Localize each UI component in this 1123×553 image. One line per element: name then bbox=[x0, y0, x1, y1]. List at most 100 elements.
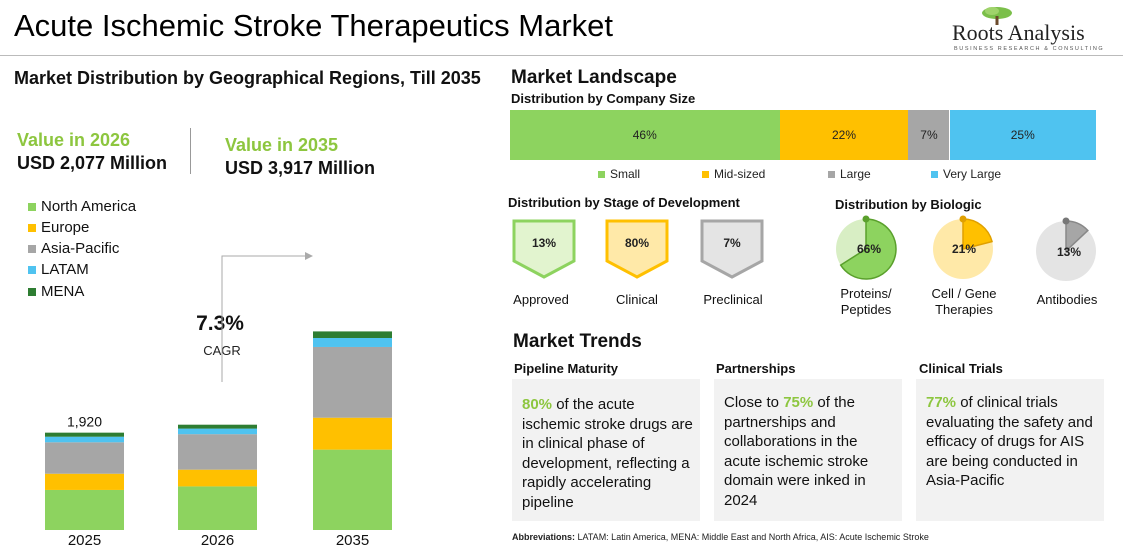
bar-segment-2025-north-america bbox=[45, 489, 124, 530]
company-size-segment-small: 46% bbox=[510, 110, 780, 160]
pie-proteins-peptides: 66% bbox=[836, 215, 897, 280]
legend-item-asia-pacific: Asia-Pacific bbox=[28, 240, 119, 257]
legend-label: MENA bbox=[41, 283, 85, 300]
company-size-legend-item: Large bbox=[828, 167, 871, 181]
pie-marker bbox=[1062, 217, 1070, 225]
bar-segment-2035-mena bbox=[313, 331, 392, 338]
company-size-legend-item: Mid-sized bbox=[702, 167, 765, 181]
logo-name: Roots Analysis bbox=[952, 20, 1085, 45]
legend-label: Mid-sized bbox=[714, 167, 766, 181]
stage-badge-clinical: 80% bbox=[605, 219, 669, 279]
legend-swatch bbox=[28, 244, 36, 253]
trend-text: Close to 75% of the partnerships and col… bbox=[724, 394, 869, 509]
legend-label: LATAM bbox=[41, 261, 89, 278]
bar-segment-2025-europe bbox=[45, 473, 124, 490]
value-2026-label: Value in 2026 bbox=[17, 130, 131, 150]
bar-segment-2035-asia-pacific bbox=[313, 346, 392, 418]
stage-label-clinical: Clinical bbox=[616, 292, 658, 307]
bar-segment-2026-europe bbox=[178, 469, 257, 487]
trend-text: 77% of clinical trials evaluating the sa… bbox=[926, 394, 1093, 489]
stage-badge-preclinical: 7% bbox=[700, 219, 764, 279]
trend-card-clinical-trials: 77% of clinical trials evaluating the sa… bbox=[916, 379, 1104, 521]
logo-tagline: BUSINESS RESEARCH & CONSULTING bbox=[954, 46, 1105, 52]
bar-segment-2035-europe bbox=[313, 417, 392, 450]
legend-label: Very Large bbox=[943, 167, 1002, 181]
abbreviations-note: Abbreviations: LATAM: Latin America, MEN… bbox=[512, 532, 929, 542]
x-tick-label: 2026 bbox=[201, 532, 234, 549]
bar-segment-2025-latam bbox=[45, 436, 124, 443]
trend-title-clinical-trials: Clinical Trials bbox=[919, 361, 1003, 376]
pie-marker bbox=[959, 215, 967, 223]
trend-card-pipeline: 80% of the acute ischemic stroke drugs a… bbox=[512, 379, 700, 521]
stage-title: Distribution by Stage of Development bbox=[508, 195, 740, 210]
pie-marker bbox=[862, 215, 870, 223]
pie-antibodies: 13% bbox=[1036, 217, 1096, 281]
legend-swatch bbox=[598, 170, 605, 178]
pie-cell-gene-therapies: 21% bbox=[933, 215, 993, 279]
bar-segment-2035-north-america bbox=[313, 449, 392, 530]
geo-distribution-title: Market Distribution by Geographical Regi… bbox=[14, 68, 481, 88]
x-tick-label: 2025 bbox=[68, 532, 101, 549]
header-divider bbox=[0, 55, 1123, 56]
value-divider bbox=[190, 128, 191, 174]
stage-value: 13% bbox=[532, 236, 556, 250]
bar-segment-2026-latam bbox=[178, 428, 257, 435]
legend-swatch bbox=[702, 170, 709, 178]
bar-data-label: 1,920 bbox=[67, 414, 102, 430]
legend-swatch bbox=[28, 223, 36, 232]
legend-label: Large bbox=[840, 167, 871, 181]
stage-label-preclinical: Preclinical bbox=[703, 292, 763, 307]
trend-highlight: 77% bbox=[926, 394, 957, 411]
bar-segment-2035-latam bbox=[313, 337, 392, 347]
company-logo: Roots Analysis BUSINESS RESEARCH & CONSU… bbox=[952, 6, 1112, 58]
page-title: Acute Ischemic Stroke Therapeutics Marke… bbox=[14, 8, 614, 43]
legend-swatch bbox=[28, 202, 36, 211]
x-tick-label: 2035 bbox=[336, 532, 369, 549]
bio-label-proteins: Proteins/ Peptides bbox=[840, 286, 892, 317]
bio-label-antibodies: Antibodies bbox=[1036, 292, 1098, 307]
legend-label: North America bbox=[41, 198, 137, 215]
landscape-title: Market Landscape bbox=[511, 67, 677, 88]
trend-card-partnerships: Close to 75% of the partnerships and col… bbox=[714, 379, 902, 521]
legend-swatch bbox=[931, 170, 938, 178]
tree-icon bbox=[982, 7, 1012, 25]
pie-value: 21% bbox=[952, 242, 976, 256]
stage-label-approved: Approved bbox=[513, 292, 569, 307]
trend-highlight: 80% bbox=[522, 396, 553, 413]
bar-segment-2025-mena bbox=[45, 432, 124, 437]
cagr-arrowhead bbox=[305, 252, 313, 260]
stage-value: 80% bbox=[625, 236, 649, 250]
cagr-arrow bbox=[221, 255, 305, 375]
value-2026-amount: USD 2,077 Million bbox=[17, 153, 168, 173]
pie-value: 13% bbox=[1057, 245, 1081, 259]
legend-swatch bbox=[828, 170, 835, 178]
legend-swatch bbox=[28, 265, 36, 274]
bar-segment-2026-north-america bbox=[178, 486, 257, 530]
legend-label: Asia-Pacific bbox=[41, 240, 120, 257]
trend-highlight: 75% bbox=[783, 394, 814, 411]
legend-item-north-america: North America bbox=[28, 198, 136, 215]
biologic-title: Distribution by Biologic bbox=[835, 197, 982, 212]
company-size-title: Distribution by Company Size bbox=[511, 91, 696, 106]
legend-label: Small bbox=[610, 167, 641, 181]
legend-item-latam: LATAM bbox=[28, 261, 89, 278]
value-2035-amount: USD 3,917 Million bbox=[225, 158, 376, 178]
trend-title-partnerships: Partnerships bbox=[716, 361, 796, 376]
trends-title: Market Trends bbox=[513, 331, 642, 352]
legend-swatch bbox=[28, 287, 36, 296]
value-2035-label: Value in 2035 bbox=[225, 135, 339, 155]
bar-segment-2026-mena bbox=[178, 424, 257, 429]
stage-badge-approved: 13% bbox=[512, 219, 576, 279]
bar-segment-2026-asia-pacific bbox=[178, 434, 257, 470]
bio-label-cell-gene: Cell / Gene Therapies bbox=[931, 286, 997, 317]
legend-item-europe: Europe bbox=[28, 219, 89, 236]
pie-slice bbox=[839, 218, 897, 280]
stage-value: 7% bbox=[723, 236, 741, 250]
company-size-legend-item: Small bbox=[598, 167, 640, 181]
trend-title-pipeline: Pipeline Maturity bbox=[514, 361, 619, 376]
company-size-segment-large: 7% bbox=[908, 110, 950, 160]
bar-segment-2025-asia-pacific bbox=[45, 442, 124, 474]
legend-item-mena: MENA bbox=[28, 283, 84, 300]
cagr-value: 7.3% bbox=[196, 312, 244, 335]
